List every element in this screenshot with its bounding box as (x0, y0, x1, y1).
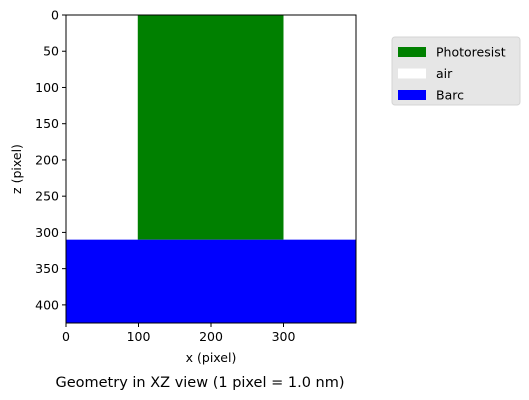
x-axis-label: x (pixel) (186, 350, 237, 365)
y-axis-ticks: 0 50 100 150 200 250 300 350 400 (35, 8, 66, 312)
y-tick-label: 0 (51, 8, 59, 23)
plot-regions (66, 15, 356, 323)
region-photoresist (137, 15, 284, 240)
y-tick-label: 150 (35, 116, 59, 131)
chart-caption: Geometry in XZ view (1 pixel = 1.0 nm) (55, 375, 344, 391)
x-tick-label: 200 (199, 329, 223, 344)
y-tick-label: 250 (35, 189, 59, 204)
x-axis-ticks: 0 100 200 300 (62, 323, 295, 344)
legend-label-photoresist: Photoresist (436, 45, 506, 60)
y-tick-label: 350 (35, 261, 59, 276)
y-tick-label: 300 (35, 225, 59, 240)
legend-label-barc: Barc (436, 88, 464, 103)
x-tick-label: 0 (62, 329, 70, 344)
y-axis-label: z (pixel) (9, 144, 24, 194)
y-tick-label: 50 (43, 44, 59, 59)
x-tick-label: 100 (127, 329, 151, 344)
legend-swatch-photoresist (398, 47, 426, 57)
legend: Photoresist air Barc (391, 36, 521, 106)
legend-swatch-air (398, 68, 426, 79)
legend-swatch-barc (398, 90, 426, 100)
legend-items: Photoresist air Barc (398, 45, 506, 103)
x-tick-label: 300 (272, 329, 296, 344)
y-tick-label: 100 (35, 80, 59, 95)
y-tick-label: 400 (35, 297, 59, 312)
y-tick-label: 200 (35, 152, 59, 167)
region-barc (66, 239, 356, 323)
legend-label-air: air (436, 66, 453, 81)
